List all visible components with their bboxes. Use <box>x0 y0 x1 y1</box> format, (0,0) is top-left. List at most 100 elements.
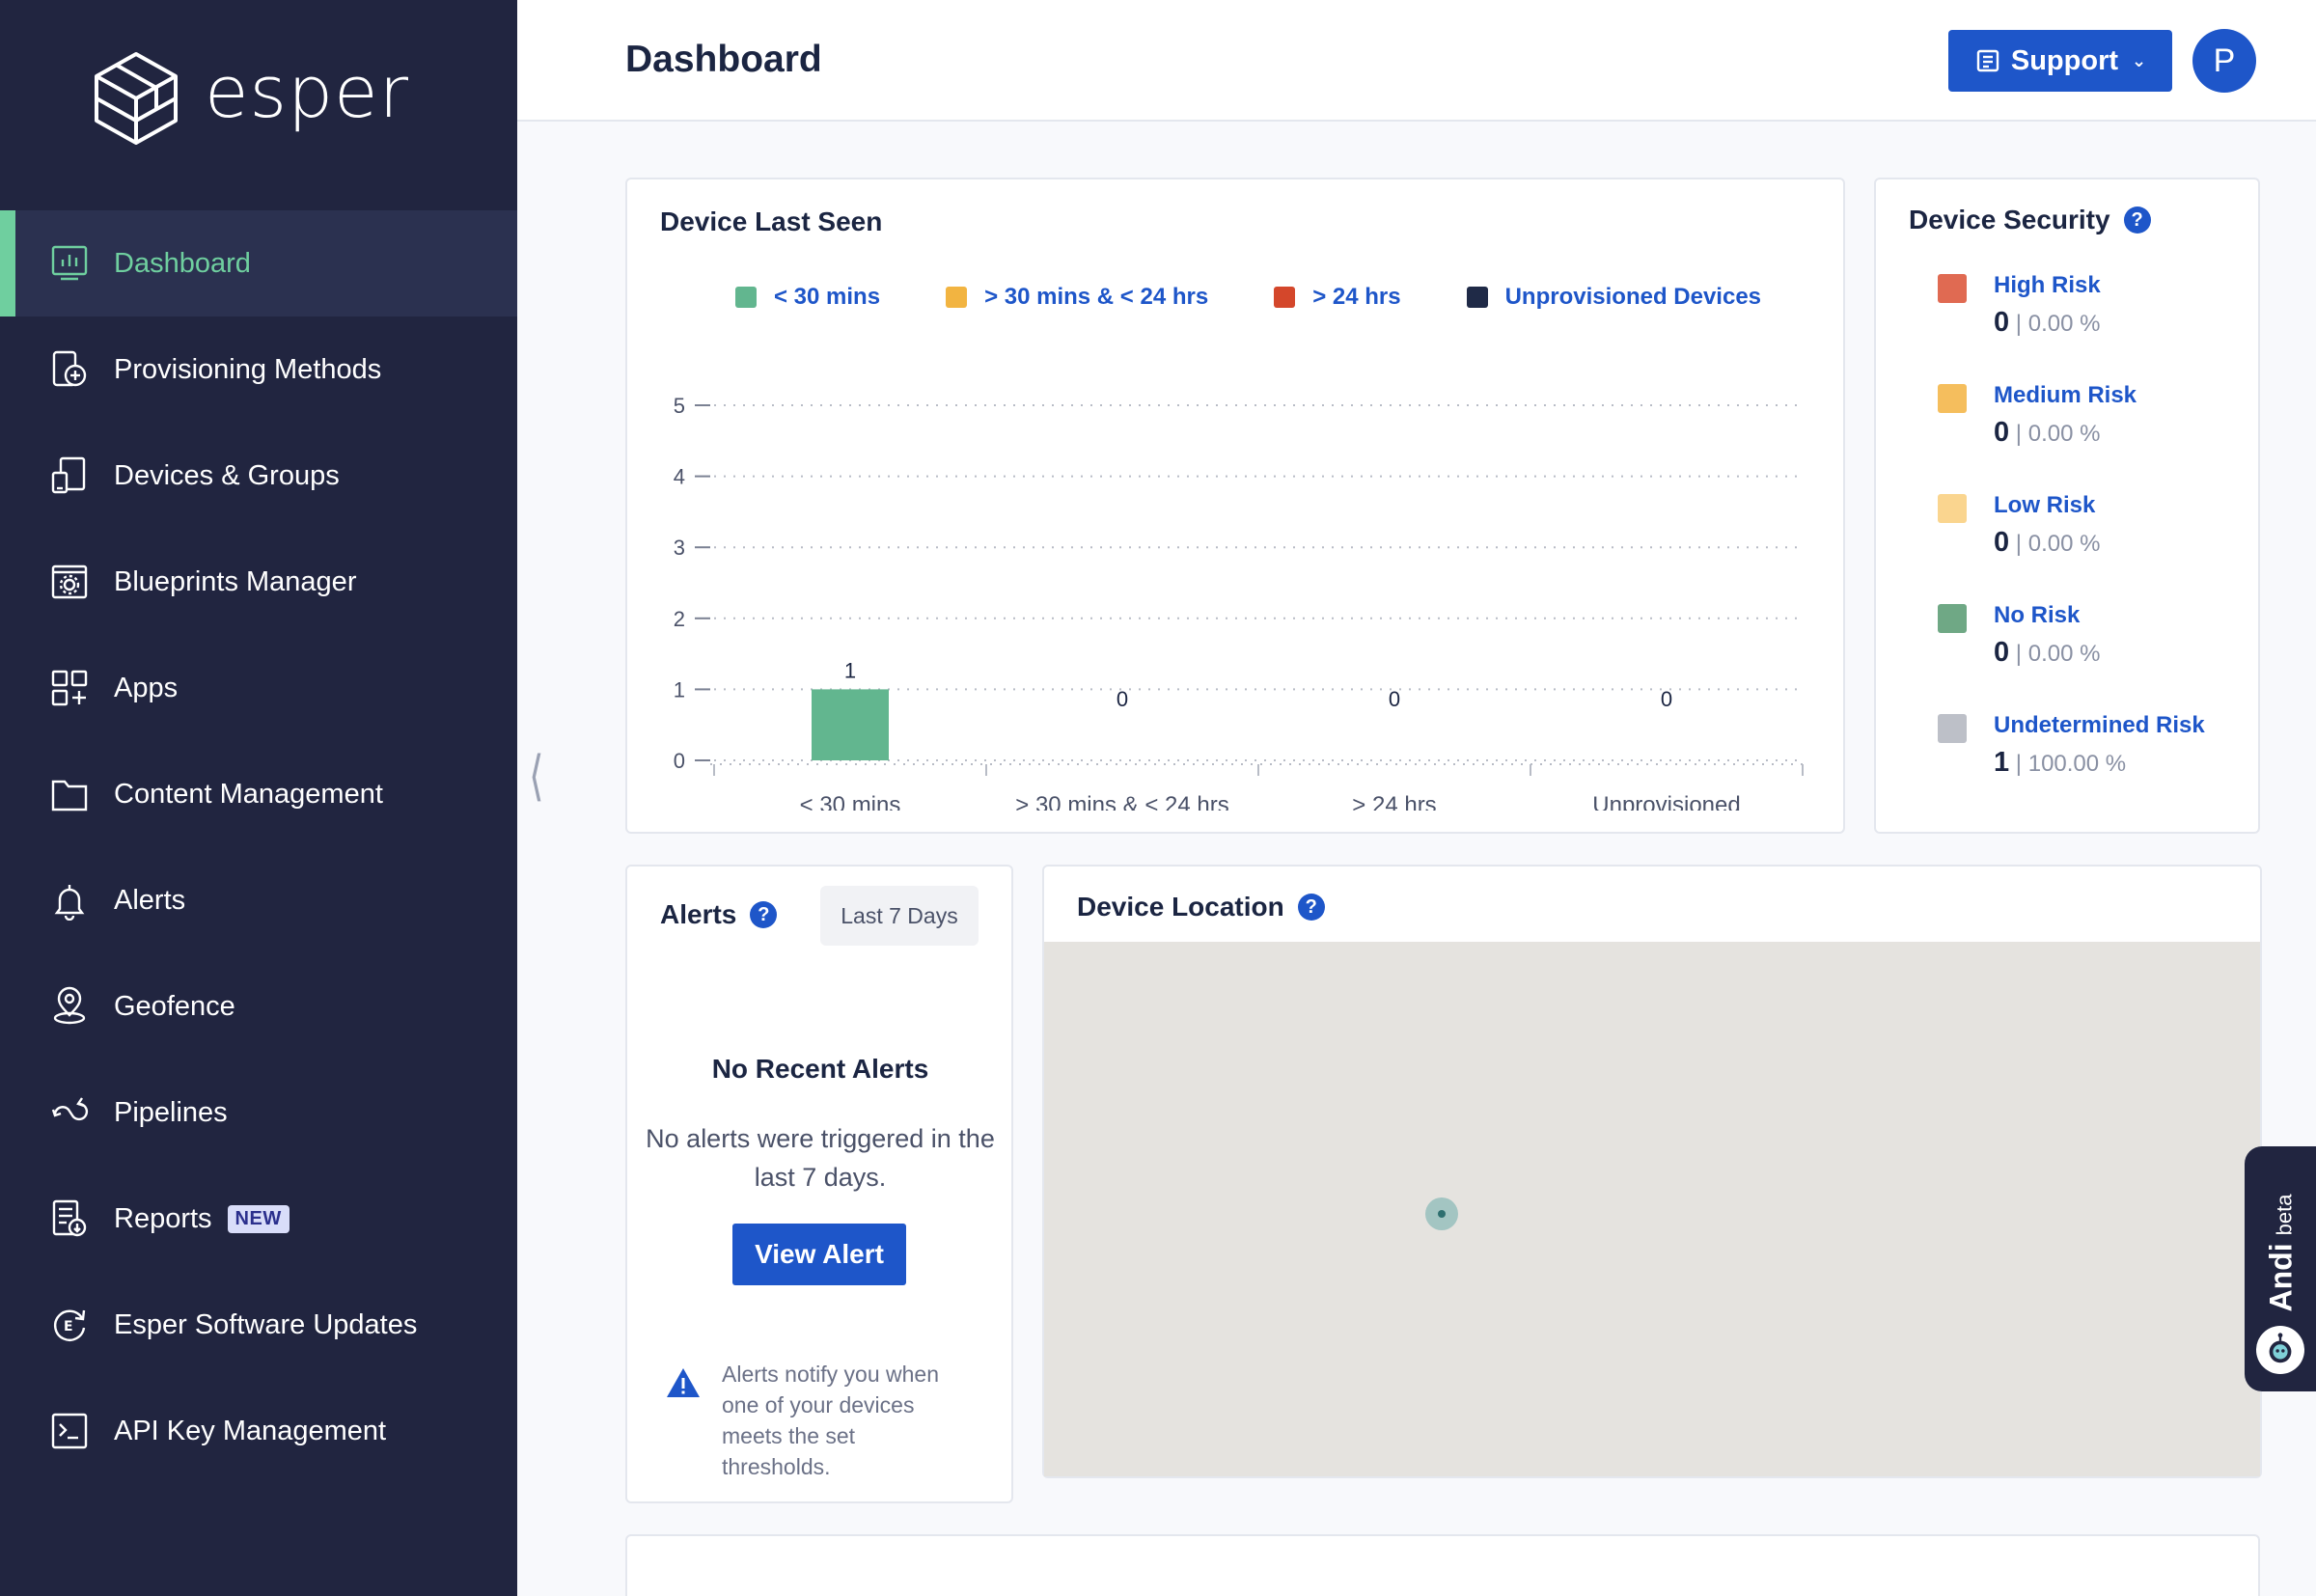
legend-item-over-24-hrs[interactable]: > 24 hrs <box>1274 284 1401 311</box>
sidebar-item-label: Pipelines <box>114 1096 228 1128</box>
devices-icon <box>48 454 91 497</box>
software-updates-icon: E <box>48 1304 91 1346</box>
device-last-seen-title: Device Last Seen <box>660 206 883 236</box>
sidebar-item-label: Alerts <box>114 884 186 916</box>
sidebar-item-content-management[interactable]: Content Management <box>0 741 517 847</box>
y-tick-label: 1 <box>674 677 685 702</box>
bar-value-label: 0 <box>1389 687 1400 711</box>
sidebar-item-blueprints-manager[interactable]: Blueprints Manager <box>0 529 517 635</box>
risk-row-undetermined[interactable]: Undetermined Risk 1 | 100.00 % <box>1938 712 2205 779</box>
sidebar-item-reports[interactable]: Reports NEW <box>0 1166 517 1272</box>
help-icon[interactable]: ? <box>2123 206 2151 234</box>
risk-percent: 100.00 % <box>2027 751 2127 777</box>
risk-value: 0 | 0.00 % <box>1994 417 2101 448</box>
legend-item-unprovisioned-devices[interactable]: Unprovisioned Devices <box>1466 284 1762 311</box>
legend-label: > 24 hrs <box>1312 284 1401 310</box>
terminal-icon <box>48 1410 91 1452</box>
andi-label: Andi beta <box>2252 1185 2310 1320</box>
x-tick-label: > 30 mins & < 24 hrs <box>1015 792 1228 811</box>
dashboard-icon <box>48 242 91 285</box>
risk-swatch <box>1938 274 1967 303</box>
sidebar-item-label: Reports <box>114 1202 212 1234</box>
sidebar-item-label: Dashboard <box>114 247 251 279</box>
chevron-down-icon: ⌄ <box>2132 50 2147 70</box>
provisioning-icon <box>48 348 91 391</box>
risk-name: Medium Risk <box>1994 382 2137 408</box>
risk-percent: 0.00 % <box>2027 311 2101 337</box>
legend-label: Unprovisioned Devices <box>1504 284 1762 310</box>
y-tick-label: 4 <box>674 465 685 489</box>
blueprints-icon <box>48 561 91 603</box>
risk-row-none[interactable]: No Risk 0 | 0.00 % <box>1938 602 2100 669</box>
no-alerts-title: No Recent Alerts <box>711 1054 929 1084</box>
risk-value: 0 | 0.00 % <box>1994 637 2101 668</box>
esper-logo-icon <box>95 52 178 145</box>
sidebar-item-label: Blueprints Manager <box>114 565 357 597</box>
andi-assistant-tab[interactable]: Andi beta <box>2245 1146 2316 1391</box>
reports-icon <box>48 1197 91 1240</box>
user-avatar[interactable]: P <box>2192 29 2256 93</box>
risk-percent: 0.00 % <box>2027 641 2101 667</box>
sidebar-item-api-key-management[interactable]: API Key Management <box>0 1378 517 1484</box>
risk-value: 0 | 0.00 % <box>1994 307 2101 338</box>
sidebar: esper Dashboard Provisioning Methods Dev… <box>0 0 517 1596</box>
sidebar-item-esper-software-updates[interactable]: E Esper Software Updates <box>0 1272 517 1378</box>
brand-name: esper <box>205 51 410 134</box>
help-icon[interactable]: ? <box>750 901 778 928</box>
sidebar-item-apps[interactable]: Apps <box>0 635 517 741</box>
sidebar-item-dashboard[interactable]: Dashboard <box>0 210 517 316</box>
andi-name: Andi <box>2263 1242 2299 1311</box>
apps-icon <box>48 667 91 709</box>
sidebar-item-label: API Key Management <box>114 1415 387 1446</box>
device-location-title-text: Device Location <box>1077 892 1284 922</box>
risk-row-high[interactable]: High Risk 0 | 0.00 % <box>1938 272 2101 339</box>
risk-count: 0 <box>1994 417 2010 448</box>
y-tick-label: 2 <box>674 607 685 631</box>
x-tick-label: Unprovisioned <box>1592 792 1740 811</box>
sidebar-collapse-handle[interactable]: ⟨ <box>529 747 544 807</box>
device-location-marker[interactable] <box>1425 1197 1458 1230</box>
sidebar-item-alerts[interactable]: Alerts <box>0 847 517 953</box>
no-alerts-description: No alerts were triggered in the last 7 d… <box>646 1124 995 1192</box>
risk-count: 1 <box>1994 747 2010 778</box>
risk-row-medium[interactable]: Medium Risk 0 | 0.00 % <box>1938 382 2137 449</box>
device-last-seen-chart: 0 1 2 3 4 5 1 < 30 mins 0 > 30 mins & < 24 hrs 0 > … <box>674 394 1804 811</box>
risk-swatch <box>1938 384 1967 413</box>
risk-count: 0 <box>1994 307 2010 338</box>
legend-swatch <box>1274 287 1296 308</box>
bar <box>812 689 889 760</box>
risk-count: 0 <box>1994 637 2010 668</box>
legend-item-under-30-mins[interactable]: < 30 mins <box>735 284 880 311</box>
risk-row-low[interactable]: Low Risk 0 | 0.00 % <box>1938 492 2100 559</box>
sidebar-item-label: Provisioning Methods <box>114 353 382 385</box>
bar-value-label: 0 <box>1117 687 1128 711</box>
esper-logo[interactable]: esper <box>93 50 409 147</box>
sidebar-item-devices-groups[interactable]: Devices & Groups <box>0 423 517 529</box>
sidebar-item-pipelines[interactable]: Pipelines <box>0 1059 517 1166</box>
geofence-icon <box>48 985 91 1028</box>
risk-name: No Risk <box>1994 602 2081 628</box>
risk-name: High Risk <box>1994 272 2101 298</box>
view-alert-button[interactable]: View Alert <box>732 1224 906 1285</box>
risk-swatch <box>1938 604 1967 633</box>
sidebar-item-geofence[interactable]: Geofence <box>0 953 517 1059</box>
help-icon[interactable]: ? <box>1297 894 1325 921</box>
alerts-title-text: Alerts <box>660 899 737 929</box>
legend-item-30-mins-to-24-hrs[interactable]: > 30 mins & < 24 hrs <box>946 284 1208 311</box>
alerts-range-selector[interactable]: Last 7 Days <box>820 886 979 946</box>
legend-swatch <box>1466 287 1488 308</box>
y-tick-label: 3 <box>674 536 685 560</box>
support-label: Support <box>2010 44 2119 76</box>
top-header: Dashboard Support ⌄ P <box>517 0 2316 122</box>
risk-value: 1 | 100.00 % <box>1994 747 2127 778</box>
support-button[interactable]: Support ⌄ <box>1948 30 2172 92</box>
sidebar-item-provisioning-methods[interactable]: Provisioning Methods <box>0 316 517 423</box>
alerts-note-text: Alerts notify you when one of your devic… <box>722 1362 940 1479</box>
risk-percent: 0.00 % <box>2027 531 2101 557</box>
robot-icon <box>2256 1326 2304 1374</box>
device-location-map[interactable] <box>1044 942 2260 1476</box>
alerts-info-note: Alerts notify you when one of your devic… <box>666 1359 963 1482</box>
device-location-title: Device Location ? <box>1077 892 1325 922</box>
x-tick-label: > 24 hrs <box>1352 792 1436 811</box>
page-title: Dashboard <box>625 39 822 80</box>
